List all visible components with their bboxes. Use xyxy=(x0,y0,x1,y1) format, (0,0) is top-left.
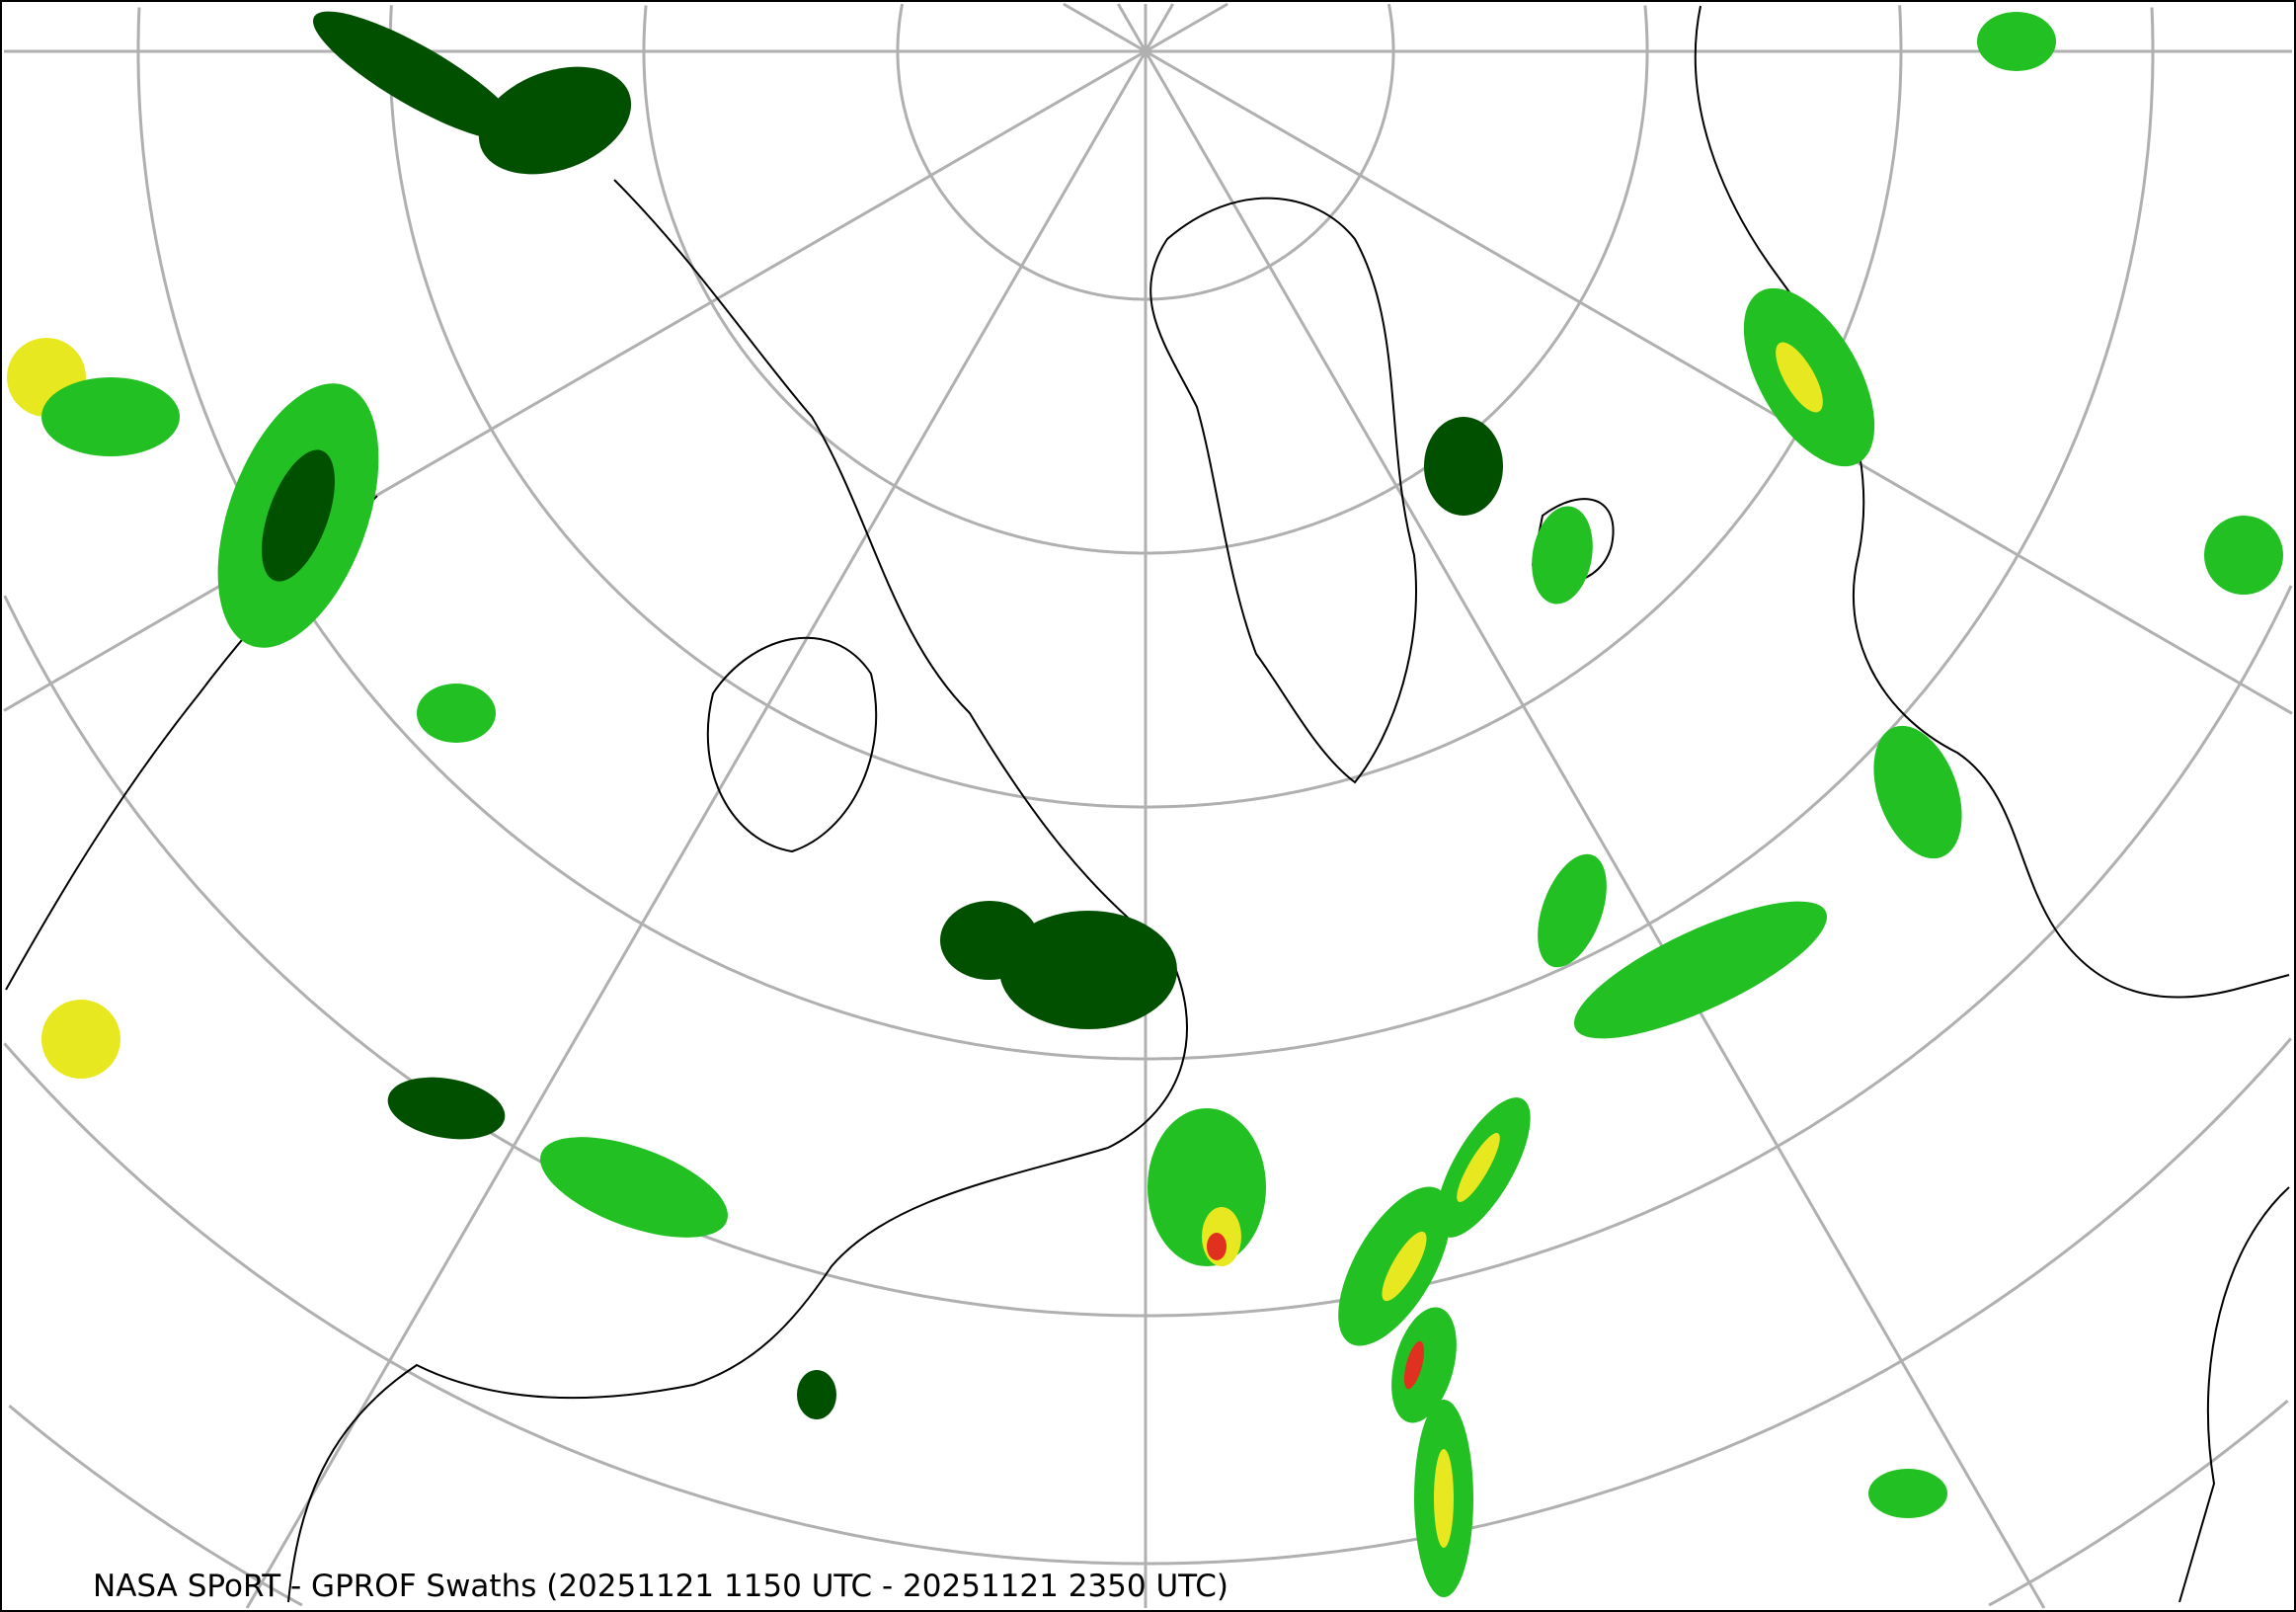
precipitation-area xyxy=(2204,516,2283,595)
meridian-line xyxy=(3,49,1147,712)
latitude-circle xyxy=(1643,5,1649,51)
latitude-circle xyxy=(1898,5,1903,51)
precipitation-area xyxy=(999,911,1177,1029)
precipitation-area xyxy=(1457,1133,1500,1202)
precipitation-area xyxy=(540,1137,728,1238)
meridian-line xyxy=(1063,2,1147,53)
precipitation-area xyxy=(1573,901,1828,1039)
precipitation-area xyxy=(1776,342,1823,413)
precipitation-area xyxy=(1873,725,1962,859)
precipitation-area xyxy=(1977,12,2056,71)
precipitation-area xyxy=(1207,1233,1227,1260)
precipitation-area xyxy=(1424,417,1503,516)
meridian-line xyxy=(1144,3,1174,52)
latitude-circle xyxy=(3,585,2293,1318)
precipitation-swaths xyxy=(7,11,2283,1597)
precipitation-area xyxy=(1391,1307,1457,1423)
precipitation-area xyxy=(313,11,520,141)
precipitation-area xyxy=(262,449,335,582)
precipitation-area xyxy=(1434,1449,1454,1548)
meridian-line xyxy=(1145,2,1228,53)
precipitation-area xyxy=(387,1077,506,1140)
north-america-outline xyxy=(5,179,1188,1603)
map-caption: NASA SPoRT - GPROF Swaths (20251121 1150… xyxy=(93,1569,1228,1604)
latitude-circle xyxy=(2150,7,2155,51)
meridian-line xyxy=(1117,3,1148,52)
precipitation-area xyxy=(41,1000,120,1079)
latitude-circle xyxy=(3,1037,2292,1566)
latitude-circle xyxy=(8,1405,303,1607)
graticule xyxy=(3,2,2293,1609)
precipitation-area xyxy=(1532,506,1593,604)
europe-outline xyxy=(1694,5,2290,1603)
meridian-line xyxy=(1145,49,2293,715)
latitude-circle xyxy=(896,3,1395,301)
precipitation-area xyxy=(940,901,1039,980)
precipitation-area xyxy=(41,377,180,456)
latitude-circle xyxy=(1988,1400,2289,1607)
meridian-line xyxy=(245,50,1148,1609)
meridian-line xyxy=(1144,50,2046,1609)
precipitation-area xyxy=(1538,853,1607,968)
precipitation-area xyxy=(478,66,632,175)
latitude-circle xyxy=(1386,3,1395,51)
precipitation-area xyxy=(417,684,496,743)
greenland-outline xyxy=(1149,197,1417,784)
precipitation-area xyxy=(1868,1469,1947,1518)
precipitation-area xyxy=(797,1370,836,1419)
hudson-bay-outline xyxy=(706,636,878,853)
precipitation-area xyxy=(1382,1231,1427,1302)
precipitation-area xyxy=(1403,1340,1425,1390)
